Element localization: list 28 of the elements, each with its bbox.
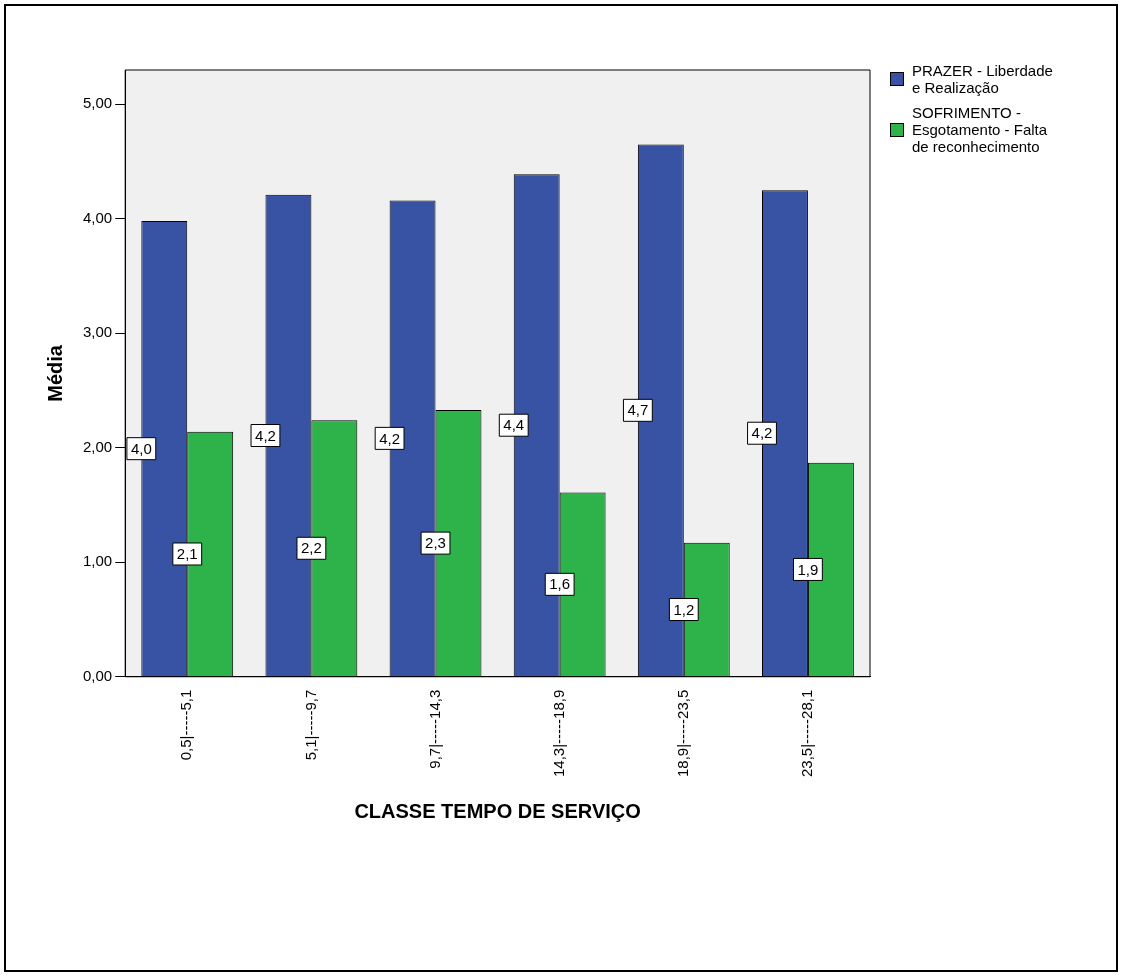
data-label: 1,9 [797, 560, 819, 578]
data-label: 1,6 [549, 575, 571, 593]
x-tick-label: 0,5|-----5,1 [177, 689, 195, 761]
y-tick-label: 1,00 [82, 552, 113, 570]
data-label: 2,1 [176, 545, 198, 563]
data-label: 4,2 [255, 426, 276, 444]
x-tick-label: 18,9|-----23,5 [673, 689, 691, 777]
data-label: 4,2 [379, 429, 401, 447]
data-label: 1,2 [673, 600, 695, 618]
data-label: 4,7 [627, 401, 649, 419]
y-tick-label: 4,00 [82, 208, 113, 226]
y-tick-label: 3,00 [82, 323, 113, 341]
data-label: 2,2 [300, 539, 322, 557]
data-label: 4,2 [751, 424, 773, 442]
x-tick-label: 23,5|-----28,1 [798, 689, 816, 777]
y-axis-title: Média [43, 344, 66, 402]
y-tick-label: 2,00 [82, 437, 113, 455]
legend-label: PRAZER - Liberdade e Realização [912, 62, 1054, 96]
data-label: 2,3 [425, 534, 446, 552]
data-label: 4,0 [130, 439, 152, 457]
x-tick-label: 5,1|-----9,7 [301, 689, 319, 761]
x-axis-title: CLASSE TEMPO DE SERVIÇO [354, 799, 641, 822]
y-tick-label: 0,00 [82, 666, 113, 684]
y-tick-label: 5,00 [82, 94, 113, 112]
x-tick-label: 9,7|-----14,3 [425, 689, 443, 769]
x-tick-label: 14,3|-----18,9 [549, 689, 567, 777]
data-label: 4,4 [503, 416, 525, 434]
legend-label: SOFRIMENTO - Esgotamento - Falta de reconhecimento [912, 104, 1049, 155]
